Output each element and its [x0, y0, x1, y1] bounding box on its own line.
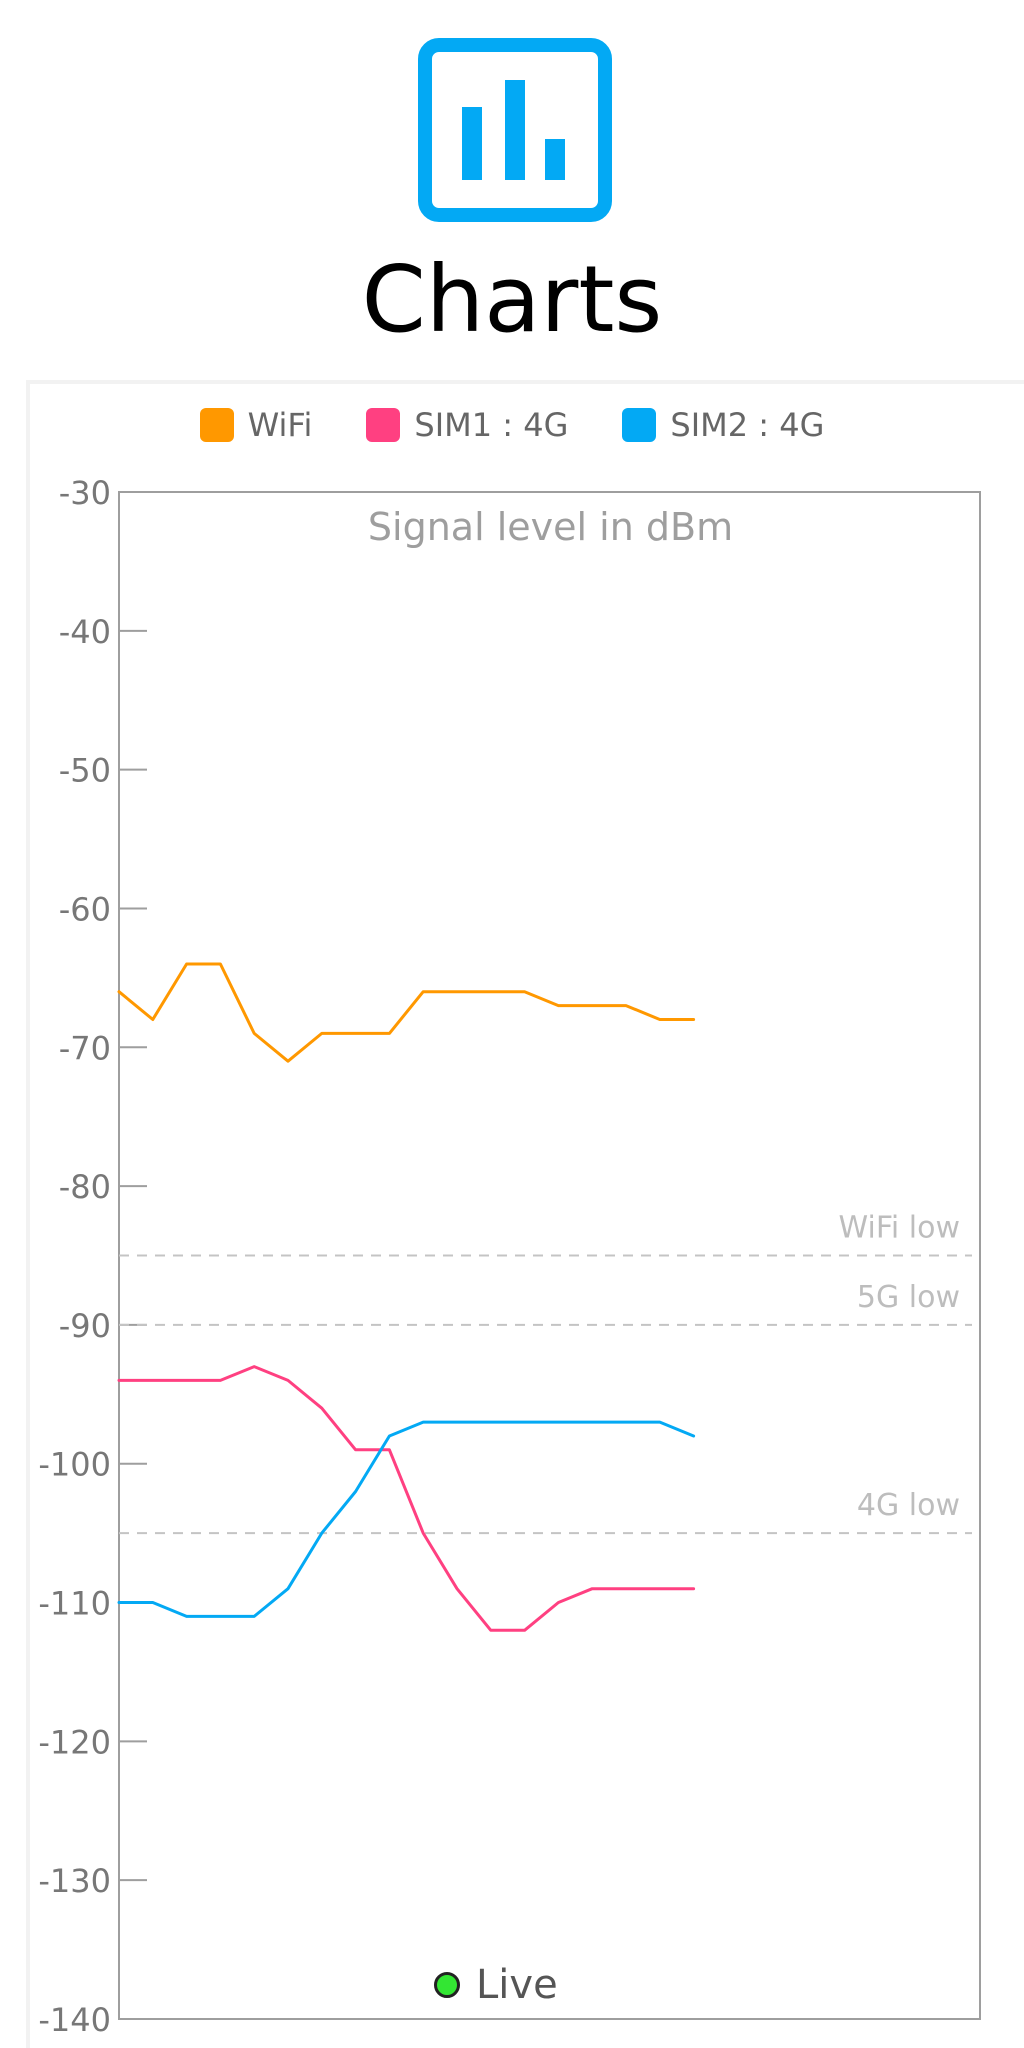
y-tick-label: -60 [59, 890, 111, 928]
y-tick-label: -30 [59, 474, 111, 512]
legend-label-sim1: SIM1 : 4G [414, 406, 569, 444]
y-tick-label: -110 [38, 1585, 111, 1623]
legend-item-sim2[interactable]: SIM2 : 4G [622, 406, 824, 444]
series-line-1 [117, 962, 696, 1063]
threshold-label: 5G low [857, 1280, 960, 1315]
threshold-label: 4G low [857, 1488, 960, 1523]
y-tick-label: -90 [59, 1307, 111, 1345]
live-label: Live [476, 1962, 558, 2008]
live-status-dot [434, 1972, 460, 1998]
threshold-label: WiFi low [838, 1211, 960, 1246]
series-line-2 [117, 1365, 696, 1632]
y-tick-label: -80 [59, 1168, 111, 1206]
live-indicator: Live [434, 1960, 558, 2010]
legend-item-sim1[interactable]: SIM1 : 4G [366, 406, 568, 444]
chart-legend: WiFi SIM1 : 4G SIM2 : 4G [0, 400, 1024, 450]
legend-label-sim2: SIM2 : 4G [670, 406, 825, 444]
legend-item-wifi[interactable]: WiFi [199, 406, 313, 444]
legend-label-wifi: WiFi [247, 406, 313, 444]
chart-title: Signal level in dBm [368, 505, 733, 549]
y-tick-label: -130 [38, 1862, 111, 1900]
legend-swatch-sim1 [366, 408, 401, 442]
chart-card [26, 380, 1024, 2048]
legend-swatch-sim2 [622, 408, 657, 442]
y-tick-label: -70 [59, 1029, 111, 1067]
series-line-3 [117, 1420, 696, 1618]
y-tick-label: -120 [38, 1723, 111, 1761]
y-tick-label: -40 [59, 613, 111, 651]
bar-chart-icon [418, 38, 612, 226]
y-tick-label: -140 [38, 2001, 111, 2039]
y-tick-label: -50 [59, 752, 111, 790]
legend-swatch-wifi [199, 408, 234, 442]
page-title: Charts [361, 246, 663, 353]
y-tick-label: -100 [38, 1446, 111, 1484]
